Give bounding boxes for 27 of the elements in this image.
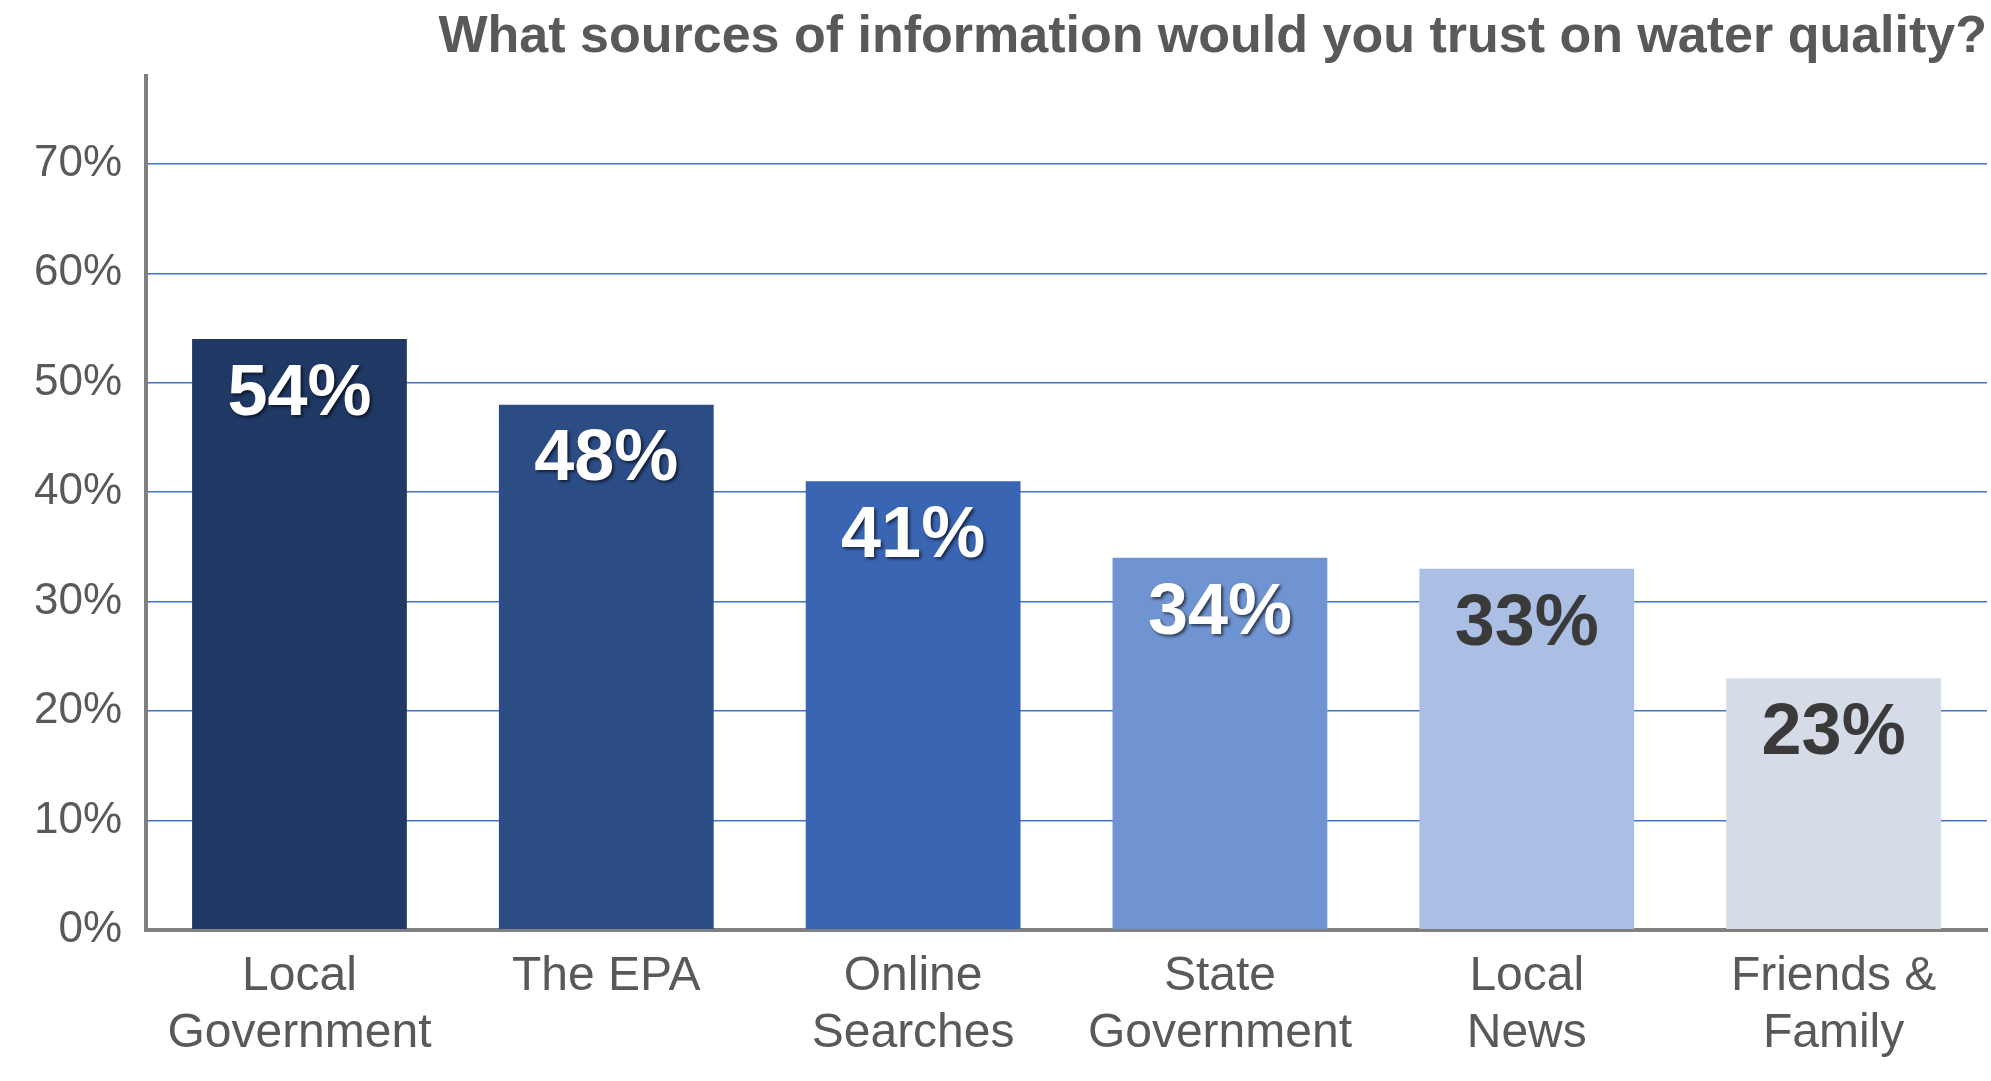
y-tick-label: 50% xyxy=(33,354,123,404)
y-tick-label: 20% xyxy=(33,683,123,733)
bar xyxy=(498,404,714,930)
y-tick-label: 0% xyxy=(58,901,123,951)
bar xyxy=(1726,678,1941,930)
data-label: 34% xyxy=(1147,568,1292,649)
y-tick-label: 10% xyxy=(33,792,123,842)
bar xyxy=(192,338,407,930)
bar xyxy=(1419,568,1635,930)
y-tick-label: 60% xyxy=(33,245,123,295)
chart-title: What sources of information would you trust on water quality? xyxy=(438,4,1987,63)
data-label: 33% xyxy=(1454,579,1599,660)
y-tick-label: 40% xyxy=(33,464,123,514)
data-label: 41% xyxy=(841,492,986,573)
x-tick-label: Local Government xyxy=(167,946,432,1058)
x-tick-label: Online Searches xyxy=(811,946,1015,1058)
y-tick-label: 30% xyxy=(33,573,123,623)
y-tick-label: 70% xyxy=(33,136,123,186)
x-tick-label: State Government xyxy=(1087,946,1353,1058)
data-label: 23% xyxy=(1761,689,1906,770)
x-tick-label: The EPA xyxy=(512,946,701,1000)
data-label: 54% xyxy=(227,349,372,430)
x-tick-label: Local News xyxy=(1466,946,1587,1058)
x-tick-label: Friends & Family xyxy=(1730,946,1937,1058)
bar xyxy=(805,481,1021,930)
data-label: 48% xyxy=(534,415,679,496)
bar xyxy=(1112,557,1328,930)
